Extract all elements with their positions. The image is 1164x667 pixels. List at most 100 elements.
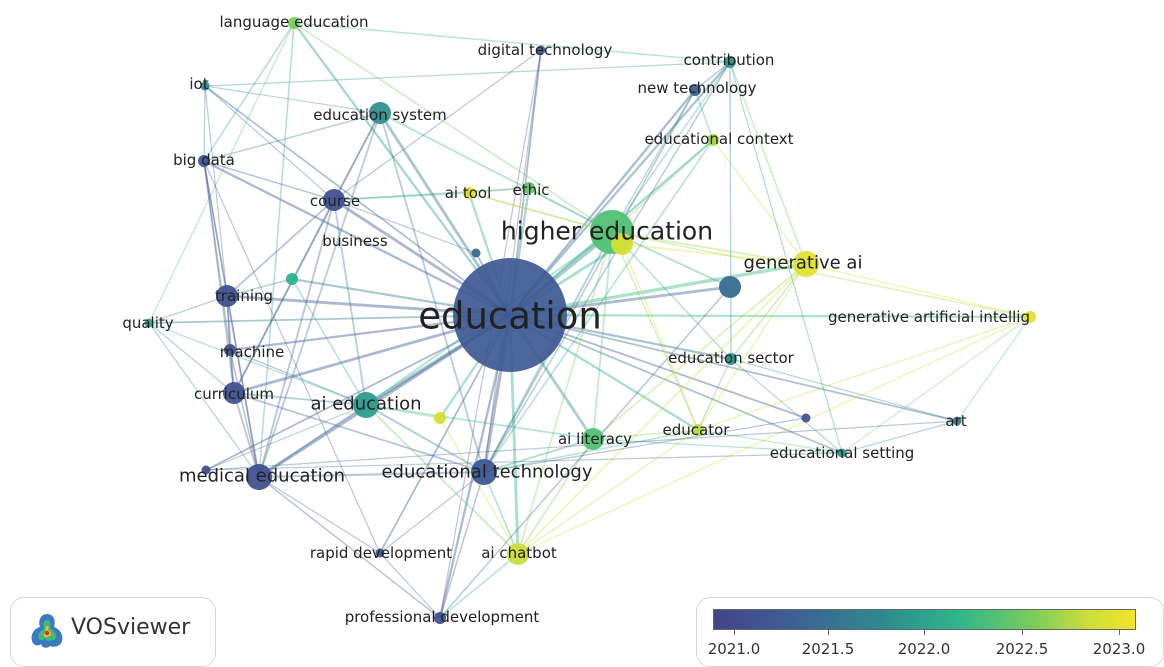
label-course[interactable]: course xyxy=(310,192,360,210)
legend-tick-label: 2021.5 xyxy=(801,640,855,658)
link-edge xyxy=(611,231,1031,318)
link-edge xyxy=(439,553,519,619)
node-unlabeled-32[interactable] xyxy=(719,276,741,298)
label-ai-chatbot[interactable]: ai chatbot xyxy=(481,544,557,562)
node-generative-ai[interactable] xyxy=(793,251,819,277)
node-professional-development[interactable] xyxy=(434,612,446,624)
link-edge xyxy=(203,160,381,554)
node-educational-setting[interactable] xyxy=(837,448,847,458)
link-edge xyxy=(365,404,519,555)
node-ai-chatbot[interactable] xyxy=(507,543,529,565)
node-unlabeled-35[interactable] xyxy=(201,465,211,475)
label-professional-development[interactable]: professional development xyxy=(345,608,540,626)
label-educational-context[interactable]: educational context xyxy=(644,130,793,148)
link-edge xyxy=(203,160,335,201)
label-iot[interactable]: iot xyxy=(189,75,208,93)
link-edge xyxy=(517,231,613,555)
link-edge xyxy=(729,61,807,265)
label-education[interactable]: education xyxy=(418,295,602,338)
link-edge xyxy=(333,187,530,201)
node-educational-technology[interactable] xyxy=(471,459,497,485)
label-new-technology[interactable]: new technology xyxy=(637,79,756,97)
node-generative-artificial-intellig[interactable] xyxy=(1024,311,1036,323)
link-edge xyxy=(483,417,807,473)
link-edge xyxy=(697,316,1031,431)
link-edge xyxy=(233,392,367,406)
label-education-sector[interactable]: education sector xyxy=(668,349,795,367)
label-quality[interactable]: quality xyxy=(122,314,173,332)
node-medical-education[interactable] xyxy=(246,464,272,490)
node-rapid-development[interactable] xyxy=(375,548,385,558)
link-edge xyxy=(483,471,519,555)
label-generative-artificial-intellig[interactable]: generative artificial intellig xyxy=(828,308,1030,326)
link-edge xyxy=(517,438,594,555)
node-education-system[interactable] xyxy=(369,102,391,124)
label-art[interactable]: art xyxy=(945,412,966,430)
label-medical-education[interactable]: medical education xyxy=(179,466,345,487)
node-educator[interactable] xyxy=(692,424,704,436)
node-training[interactable] xyxy=(216,285,238,307)
label-machine[interactable]: machine xyxy=(220,343,284,361)
link-edge xyxy=(203,112,381,162)
label-higher-education[interactable]: higher education xyxy=(501,217,713,246)
node-educational-context[interactable] xyxy=(707,134,719,146)
node-education-sector[interactable] xyxy=(725,353,737,365)
label-curriculum[interactable]: curriculum xyxy=(194,385,274,403)
label-ai-education[interactable]: ai education xyxy=(310,394,421,415)
node-education[interactable] xyxy=(453,258,567,372)
node-digital-technology[interactable] xyxy=(536,45,546,55)
link-edge xyxy=(517,429,699,555)
node-ai-education[interactable] xyxy=(353,392,379,418)
node-quality[interactable] xyxy=(144,318,154,328)
link-edge xyxy=(204,61,731,87)
link-edge xyxy=(611,231,699,431)
label-digital-technology[interactable]: digital technology xyxy=(478,41,613,59)
link-edge xyxy=(730,358,843,454)
link-edge xyxy=(621,243,699,431)
label-generative-ai[interactable]: generative ai xyxy=(744,253,863,274)
link-edge xyxy=(258,476,441,619)
node-ethic[interactable] xyxy=(523,182,535,194)
node-unlabeled-31[interactable] xyxy=(801,413,811,423)
node-unlabeled-36[interactable] xyxy=(611,233,633,255)
node-ai-literacy[interactable] xyxy=(582,428,604,450)
color-legend: 2021.0 2021.5 2022.0 2022.5 2023.0 xyxy=(696,597,1164,667)
link-edge xyxy=(439,471,485,619)
node-layer xyxy=(144,17,1036,624)
node-iot[interactable] xyxy=(200,81,210,91)
node-business[interactable] xyxy=(471,248,481,258)
label-educator[interactable]: educator xyxy=(663,421,731,439)
node-ai-tool[interactable] xyxy=(463,187,475,199)
label-training[interactable]: training xyxy=(215,287,273,305)
node-new-technology[interactable] xyxy=(689,84,701,96)
label-contribution[interactable]: contribution xyxy=(684,51,775,69)
node-contribution[interactable] xyxy=(724,56,736,68)
label-big-data[interactable]: big data xyxy=(173,151,235,169)
link-edge xyxy=(611,139,714,233)
label-education-system[interactable]: education system xyxy=(313,106,446,124)
node-big-data[interactable] xyxy=(198,155,210,167)
node-art[interactable] xyxy=(952,416,962,426)
node-course[interactable] xyxy=(323,189,345,211)
label-business[interactable]: business xyxy=(322,232,388,250)
label-educational-technology[interactable]: educational technology xyxy=(381,462,592,483)
label-language-education[interactable]: language education xyxy=(219,13,368,31)
label-ai-literacy[interactable]: ai literacy xyxy=(558,430,632,448)
label-ai-tool[interactable]: ai tool xyxy=(445,184,492,202)
node-language-education[interactable] xyxy=(288,17,300,29)
link-edge xyxy=(483,89,696,473)
node-machine[interactable] xyxy=(224,344,236,356)
node-curriculum[interactable] xyxy=(223,382,245,404)
link-edge xyxy=(611,61,731,233)
link-edge xyxy=(611,230,807,266)
node-unlabeled-33[interactable] xyxy=(286,273,298,285)
link-edge xyxy=(148,295,228,324)
link-edge xyxy=(509,314,958,422)
node-unlabeled-34[interactable] xyxy=(434,412,446,424)
label-ethic[interactable]: ethic xyxy=(512,181,549,199)
link-edge xyxy=(517,316,1031,555)
link-edge xyxy=(205,404,367,471)
label-educational-setting[interactable]: educational setting xyxy=(770,444,915,462)
label-rapid-development[interactable]: rapid development xyxy=(310,544,452,562)
